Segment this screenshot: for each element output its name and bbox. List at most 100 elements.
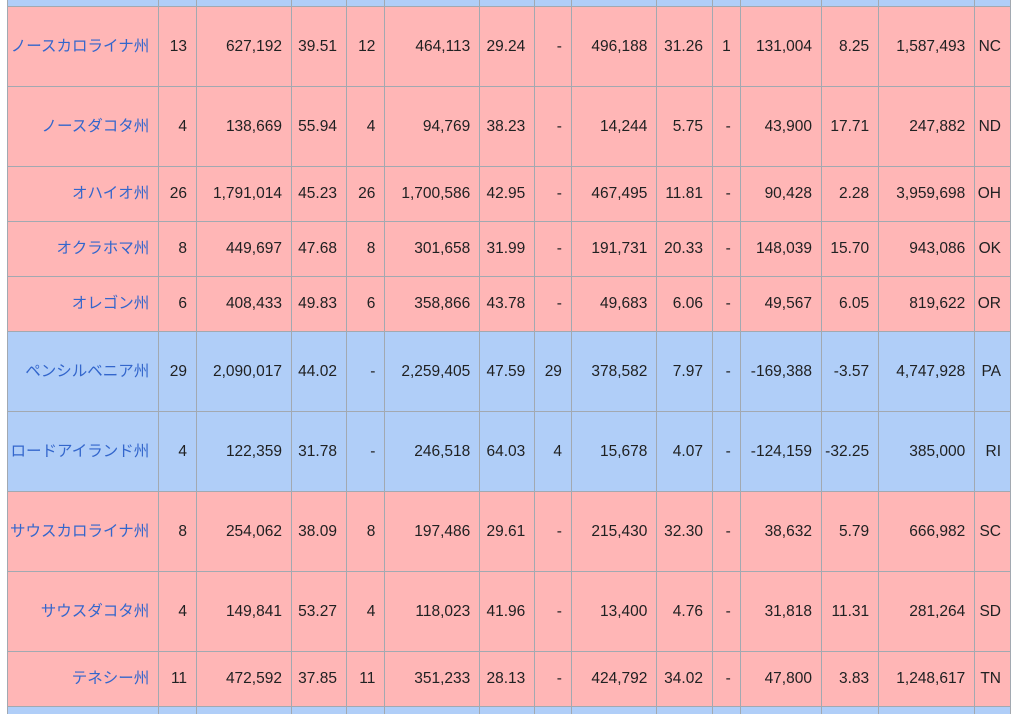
margin-pct-cell: 8.25 [820, 6, 880, 87]
state-name-link[interactable]: オハイオ州 [6, 166, 160, 222]
partial-row-cell [479, 706, 536, 714]
total-ev-cell: 26 [158, 166, 198, 222]
pct-c-cell: 5.75 [656, 86, 713, 167]
state-result-row: ロードアイランド州 4 122,359 31.78-246,518 64.03 4 15,6… [6, 411, 1011, 492]
partial-row-cell [534, 706, 572, 714]
margin-pct-cell: -32.25 [820, 411, 880, 492]
state-result-row: ノースダコタ州 4 138,669 55.94 4 94,769 38.23-14,244 5… [6, 86, 1011, 167]
votes-c-cell: 215,430 [570, 491, 658, 572]
state-abbr-cell: OH [974, 166, 1011, 222]
ev-a-cell: 6 [345, 276, 386, 332]
votes-a-cell: 627,192 [196, 6, 292, 87]
total-votes-cell: 4,747,928 [878, 331, 976, 412]
partial-row-cell [158, 706, 198, 714]
ev-a-cell: 8 [345, 491, 386, 572]
state-abbr-cell: SC [974, 491, 1011, 572]
state-abbr-cell: NC [974, 6, 1011, 87]
total-votes-cell: 281,264 [878, 571, 976, 652]
state-result-row: サウスカロライナ州 8 254,062 38.09 8 197,486 29.61-215,… [6, 491, 1011, 572]
state-name-link[interactable]: テネシー州 [6, 651, 160, 707]
margin-pct-cell: 15.70 [820, 221, 880, 277]
partial-row-cell [6, 706, 160, 714]
margin-pct-cell: 6.05 [820, 276, 880, 332]
votes-b-cell: 246,518 [384, 411, 481, 492]
margin-pct-cell: 3.83 [820, 651, 880, 707]
ev-a-cell: 8 [345, 221, 386, 277]
pct-a-cell: 38.09 [290, 491, 347, 572]
partial-row-cell [974, 706, 1011, 714]
pct-a-cell: 47.68 [290, 221, 347, 277]
state-name-link[interactable]: オレゴン州 [6, 276, 160, 332]
votes-a-cell: 254,062 [196, 491, 292, 572]
ev-c-cell: - [711, 166, 741, 222]
partial-row-cell [878, 706, 976, 714]
pct-b-cell: 38.23 [479, 86, 536, 167]
state-result-row: サウスダコタ州 4 149,841 53.27 4 118,023 41.96-13,400… [6, 571, 1011, 652]
ev-b-cell: - [534, 221, 572, 277]
partial-row-cell [570, 706, 658, 714]
votes-b-cell: 351,233 [384, 651, 481, 707]
total-ev-cell: 4 [158, 571, 198, 652]
total-votes-cell: 247,882 [878, 86, 976, 167]
partial-row-cell [345, 706, 386, 714]
total-ev-cell: 11 [158, 651, 198, 707]
margin-votes-cell: 31,818 [739, 571, 822, 652]
ev-c-cell: - [711, 86, 741, 167]
total-ev-cell: 6 [158, 276, 198, 332]
state-name-link[interactable]: オクラホマ州 [6, 221, 160, 277]
pct-c-cell: 11.81 [656, 166, 713, 222]
state-name-link[interactable]: ペンシルベニア州 [6, 331, 160, 412]
votes-a-cell: 408,433 [196, 276, 292, 332]
ev-b-cell: - [534, 6, 572, 87]
ev-c-cell: 1 [711, 6, 741, 87]
results-table-body: ノースカロライナ州 13 627,192 39.51 12 464,113 29.24-49… [6, 0, 1011, 714]
pct-c-cell: 6.06 [656, 276, 713, 332]
votes-a-cell: 138,669 [196, 86, 292, 167]
ev-c-cell: - [711, 221, 741, 277]
margin-votes-cell: 43,900 [739, 86, 822, 167]
pct-c-cell: 4.07 [656, 411, 713, 492]
total-ev-cell: 4 [158, 411, 198, 492]
ev-b-cell: - [534, 166, 572, 222]
state-name-link[interactable]: ロードアイランド州 [6, 411, 160, 492]
margin-votes-cell: 90,428 [739, 166, 822, 222]
state-result-row: オクラホマ州 8 449,697 47.68 8 301,658 31.99-191,731… [6, 221, 1011, 277]
votes-c-cell: 49,683 [570, 276, 658, 332]
partial-row-cell [384, 706, 481, 714]
ev-a-cell: - [345, 331, 386, 412]
partial-row-cell [739, 706, 822, 714]
ev-a-cell: 12 [345, 6, 386, 87]
state-name-link[interactable]: ノースダコタ州 [6, 86, 160, 167]
votes-b-cell: 464,113 [384, 6, 481, 87]
votes-c-cell: 424,792 [570, 651, 658, 707]
margin-pct-cell: 5.79 [820, 491, 880, 572]
partial-row-cell [290, 706, 347, 714]
state-name-link[interactable]: サウスダコタ州 [6, 571, 160, 652]
pct-a-cell: 49.83 [290, 276, 347, 332]
margin-pct-cell: 17.71 [820, 86, 880, 167]
margin-pct-cell: 11.31 [820, 571, 880, 652]
margin-votes-cell: 131,004 [739, 6, 822, 87]
ev-b-cell: - [534, 491, 572, 572]
ev-a-cell: - [345, 411, 386, 492]
election-results-table: ノースカロライナ州 13 627,192 39.51 12 464,113 29.24-49… [6, 0, 1011, 714]
ev-b-cell: - [534, 651, 572, 707]
state-name-link[interactable]: サウスカロライナ州 [6, 491, 160, 572]
state-abbr-cell: RI [974, 411, 1011, 492]
ev-c-cell: - [711, 411, 741, 492]
votes-b-cell: 358,866 [384, 276, 481, 332]
ev-b-cell: 29 [534, 331, 572, 412]
votes-a-cell: 1,791,014 [196, 166, 292, 222]
ev-c-cell: - [711, 571, 741, 652]
total-votes-cell: 1,248,617 [878, 651, 976, 707]
margin-pct-cell: 2.28 [820, 166, 880, 222]
ev-b-cell: - [534, 86, 572, 167]
pct-b-cell: 29.24 [479, 6, 536, 87]
votes-a-cell: 122,359 [196, 411, 292, 492]
state-name-link[interactable]: ノースカロライナ州 [6, 6, 160, 87]
pct-c-cell: 31.26 [656, 6, 713, 87]
pct-b-cell: 29.61 [479, 491, 536, 572]
state-abbr-cell: SD [974, 571, 1011, 652]
votes-b-cell: 197,486 [384, 491, 481, 572]
